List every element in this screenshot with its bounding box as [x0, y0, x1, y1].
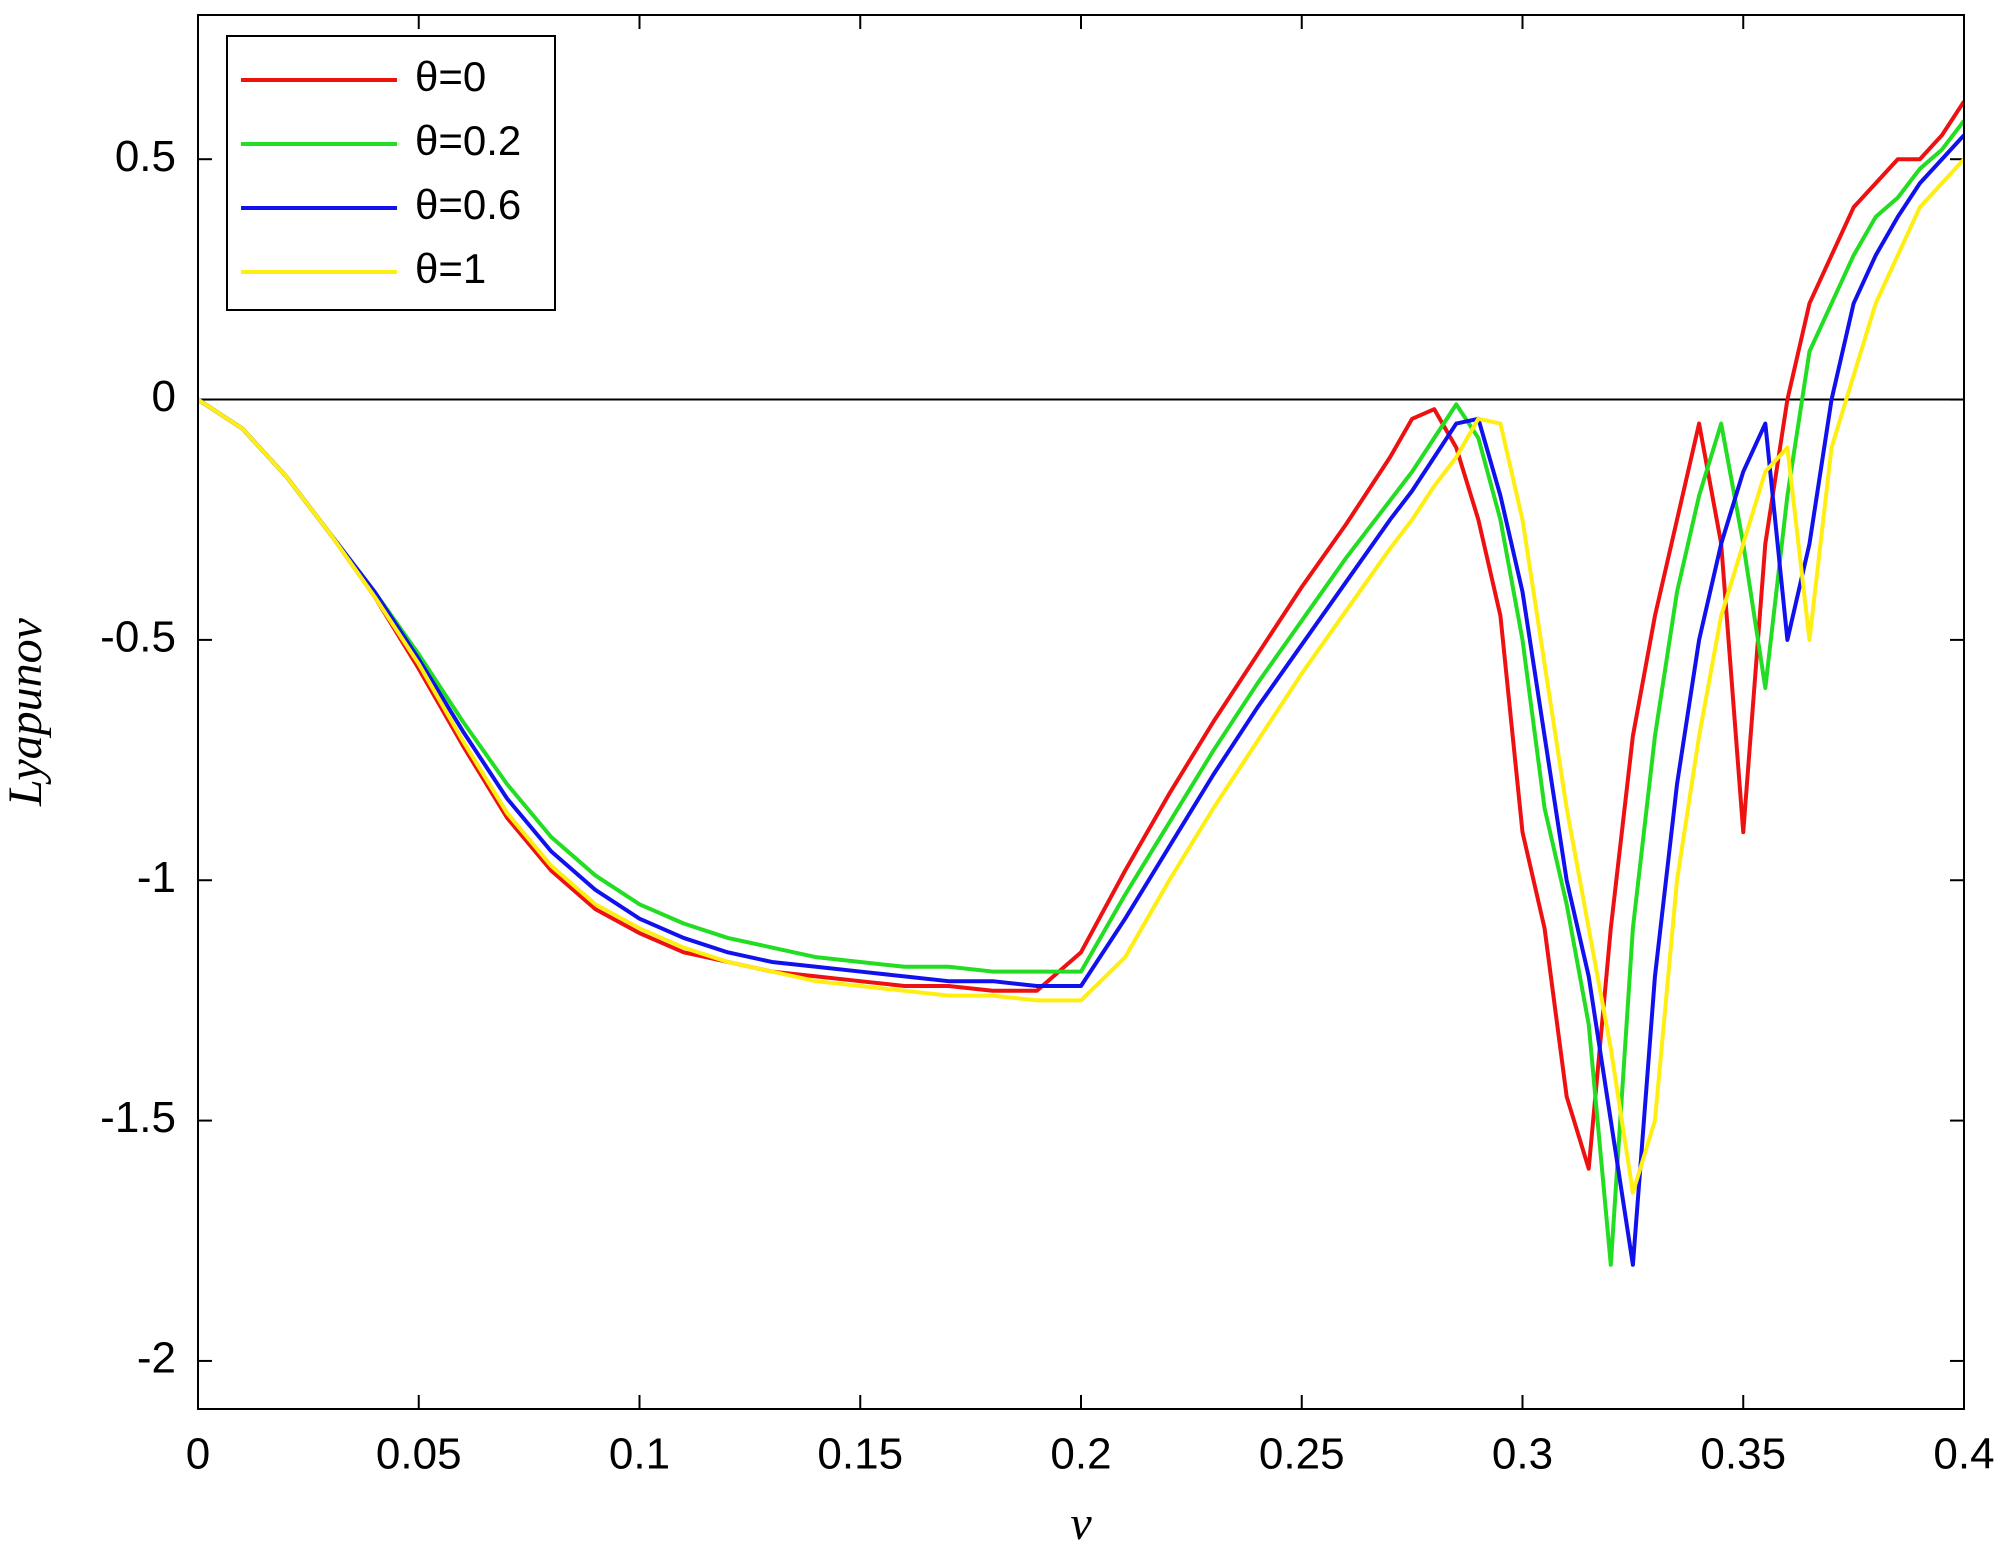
series-line: [198, 119, 1964, 1267]
y-tick-label: -0.5: [100, 613, 176, 662]
x-axis-label: v: [1070, 1497, 1092, 1550]
y-tick-label: 0.5: [115, 132, 176, 181]
series-line: [198, 157, 1964, 1195]
legend-label: θ=1: [415, 245, 486, 292]
x-tick-label: 0.35: [1700, 1430, 1786, 1479]
x-tick-label: 0.1: [609, 1430, 670, 1479]
x-tick-label: 0.3: [1492, 1430, 1553, 1479]
x-tick-label: 0.05: [376, 1430, 462, 1479]
y-tick-label: -2: [137, 1334, 176, 1383]
x-tick-label: 0.2: [1050, 1430, 1111, 1479]
x-tick-label: 0.4: [1933, 1430, 1994, 1479]
x-tick-label: 0.25: [1259, 1430, 1345, 1479]
legend: θ=0 θ=0.2 θ=0.6 θ=1: [226, 35, 556, 311]
legend-label: θ=0.2: [415, 117, 521, 164]
series-line: [198, 133, 1964, 1267]
y-tick-label: -1: [137, 853, 176, 902]
y-axis-label: Lyapunov: [0, 617, 52, 807]
x-tick-label: 0.15: [817, 1430, 903, 1479]
series-group: [198, 100, 1964, 1267]
plot-frame: [197, 14, 1965, 1410]
legend-label: θ=0: [415, 53, 486, 100]
legend-label: θ=0.6: [415, 181, 521, 228]
y-tick-label: 0: [152, 372, 176, 421]
series-line: [198, 100, 1964, 1171]
y-tick-label: -1.5: [100, 1093, 176, 1142]
x-tick-label: 0: [186, 1430, 210, 1479]
legend-box: [226, 35, 556, 311]
